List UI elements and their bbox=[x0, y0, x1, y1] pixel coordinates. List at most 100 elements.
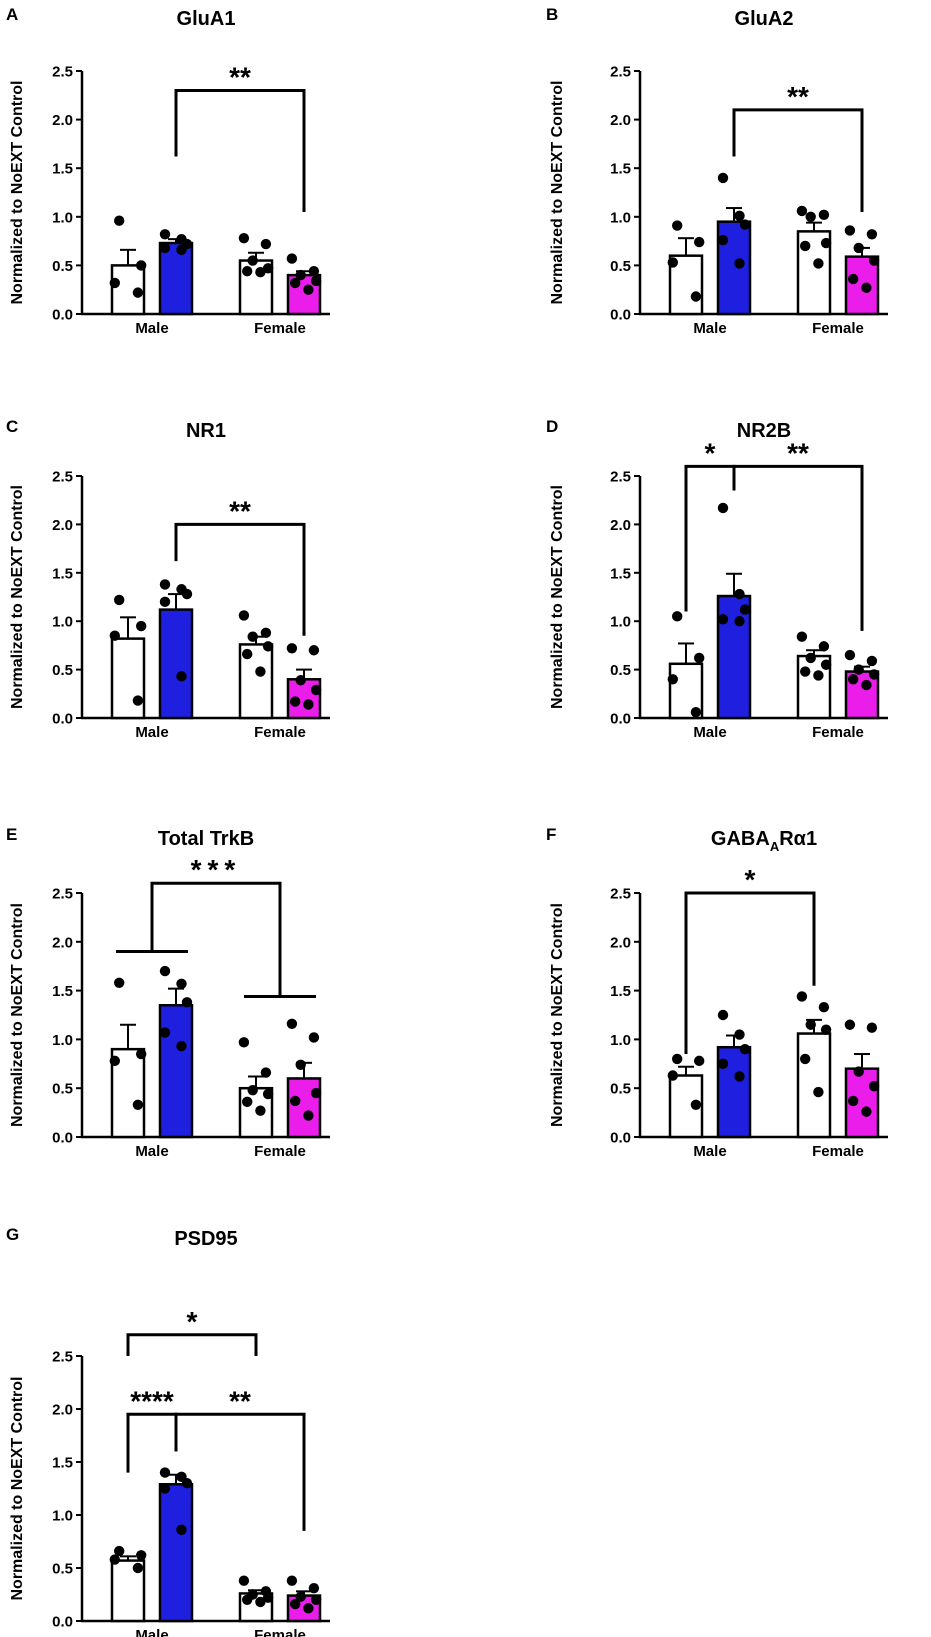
data-point bbox=[132, 695, 144, 706]
data-point bbox=[739, 219, 751, 230]
significance-bracket bbox=[174, 522, 306, 636]
y-tick-label: 1.5 bbox=[52, 983, 73, 1000]
y-tick-label: 2.5 bbox=[610, 64, 631, 81]
y-tick-label: 0.5 bbox=[52, 1561, 73, 1578]
y-tick-label: 1.5 bbox=[610, 983, 631, 1000]
significance-bracket bbox=[150, 881, 282, 997]
y-tick-label: 0.5 bbox=[52, 662, 73, 679]
significance-bracket bbox=[684, 891, 816, 1055]
data-point bbox=[181, 997, 193, 1008]
y-tick-label: 2.0 bbox=[610, 934, 631, 951]
data-point bbox=[159, 579, 171, 590]
data-point bbox=[159, 1467, 171, 1478]
data-point bbox=[114, 977, 125, 988]
data-point bbox=[238, 232, 250, 244]
data-point bbox=[290, 696, 301, 707]
y-tick-label: 2.5 bbox=[52, 886, 73, 903]
panel-b: B GluA2 Normalized to NoEXT Control 0.0 0.5 1… bbox=[546, 5, 888, 337]
y-tick-label: 2.5 bbox=[52, 64, 73, 81]
data-point bbox=[238, 1575, 250, 1586]
panel-title: GluA1 bbox=[177, 8, 236, 30]
y-tick-label: 0.0 bbox=[52, 711, 73, 728]
y-axis-label: Normalized to NoEXT Control bbox=[549, 485, 566, 709]
data-point bbox=[308, 1032, 320, 1043]
data-point bbox=[308, 266, 320, 277]
data-point bbox=[690, 706, 702, 718]
data-point bbox=[861, 679, 872, 691]
x-category-label: Male bbox=[693, 320, 726, 337]
data-point bbox=[109, 630, 121, 641]
data-point bbox=[813, 258, 824, 269]
data-point bbox=[114, 594, 125, 606]
data-point bbox=[861, 1106, 872, 1117]
data-point bbox=[114, 1545, 125, 1557]
data-point bbox=[800, 240, 811, 252]
significance-label: ** bbox=[787, 81, 809, 112]
significance-bracket bbox=[126, 1412, 178, 1473]
panel-c: C NR1 Normalized to NoEXT Control 0.0 0.5 1.0… bbox=[6, 417, 330, 741]
bar bbox=[286, 1077, 322, 1139]
data-point bbox=[136, 1048, 147, 1060]
data-point bbox=[805, 1019, 816, 1030]
panel-title: GluA2 bbox=[735, 8, 794, 30]
data-point bbox=[109, 277, 121, 289]
data-point bbox=[818, 1001, 830, 1013]
y-tick-label: 0.5 bbox=[610, 662, 631, 679]
panel-e: E Total TrkB Normalized to NoEXT Control 0.… bbox=[6, 825, 330, 1160]
data-point bbox=[303, 699, 314, 710]
y-tick-label: 2.0 bbox=[610, 112, 631, 129]
panel-d: D NR2B Normalized to NoEXT Control 0.0 0.5 1.… bbox=[546, 417, 888, 741]
data-point bbox=[805, 211, 816, 222]
x-category-label: Male bbox=[693, 724, 726, 741]
y-tick-label: 0.0 bbox=[52, 307, 73, 324]
data-point bbox=[176, 1524, 187, 1536]
y-tick-label: 0.0 bbox=[610, 1130, 631, 1147]
y-axis-label: Normalized to NoEXT Control bbox=[549, 903, 566, 1127]
data-point bbox=[868, 255, 880, 266]
data-point bbox=[260, 627, 272, 639]
title-subscript: A bbox=[770, 839, 780, 854]
significance-bracket bbox=[684, 464, 736, 612]
data-point bbox=[247, 1084, 258, 1096]
panel-title: GABAARα1 bbox=[711, 828, 817, 854]
data-point bbox=[159, 1483, 171, 1494]
significance-label: * bbox=[187, 1306, 198, 1337]
y-tick-label: 1.0 bbox=[610, 209, 631, 226]
data-point bbox=[820, 1024, 832, 1035]
significance-label: ** bbox=[229, 61, 251, 92]
x-category-label: Female bbox=[254, 1143, 306, 1160]
data-point bbox=[255, 1105, 266, 1116]
significance-bracket bbox=[126, 1333, 258, 1356]
data-point bbox=[796, 991, 808, 1002]
data-point bbox=[159, 596, 171, 608]
y-tick-label: 0.0 bbox=[610, 307, 631, 324]
data-point bbox=[694, 652, 705, 664]
panel-letter: C bbox=[6, 417, 18, 436]
data-point bbox=[861, 282, 872, 293]
data-point bbox=[286, 253, 298, 264]
data-point bbox=[717, 1058, 729, 1070]
data-point bbox=[866, 229, 878, 240]
y-axis-label: Normalized to NoEXT Control bbox=[9, 485, 26, 709]
significance-label: ** bbox=[229, 1385, 251, 1416]
panel-letter: E bbox=[6, 825, 17, 844]
data-point bbox=[295, 1059, 306, 1070]
data-point bbox=[159, 965, 171, 977]
panel-a: A GluA1 Normalized to NoEXT Control 0.0 0.5 1… bbox=[6, 5, 330, 337]
bar bbox=[158, 241, 194, 316]
y-tick-label: 2.0 bbox=[52, 1402, 73, 1419]
data-point bbox=[818, 209, 830, 221]
y-tick-label: 1.5 bbox=[610, 565, 631, 582]
data-point bbox=[734, 616, 745, 627]
significance-bracket bbox=[732, 464, 864, 631]
significance-bracket bbox=[174, 88, 306, 212]
data-point bbox=[308, 645, 320, 656]
data-point bbox=[672, 220, 683, 231]
data-point bbox=[295, 1591, 306, 1602]
data-point bbox=[262, 641, 274, 652]
data-point bbox=[844, 649, 856, 661]
data-point bbox=[308, 1582, 320, 1594]
data-point bbox=[844, 225, 856, 236]
panel-letter: D bbox=[546, 417, 558, 436]
